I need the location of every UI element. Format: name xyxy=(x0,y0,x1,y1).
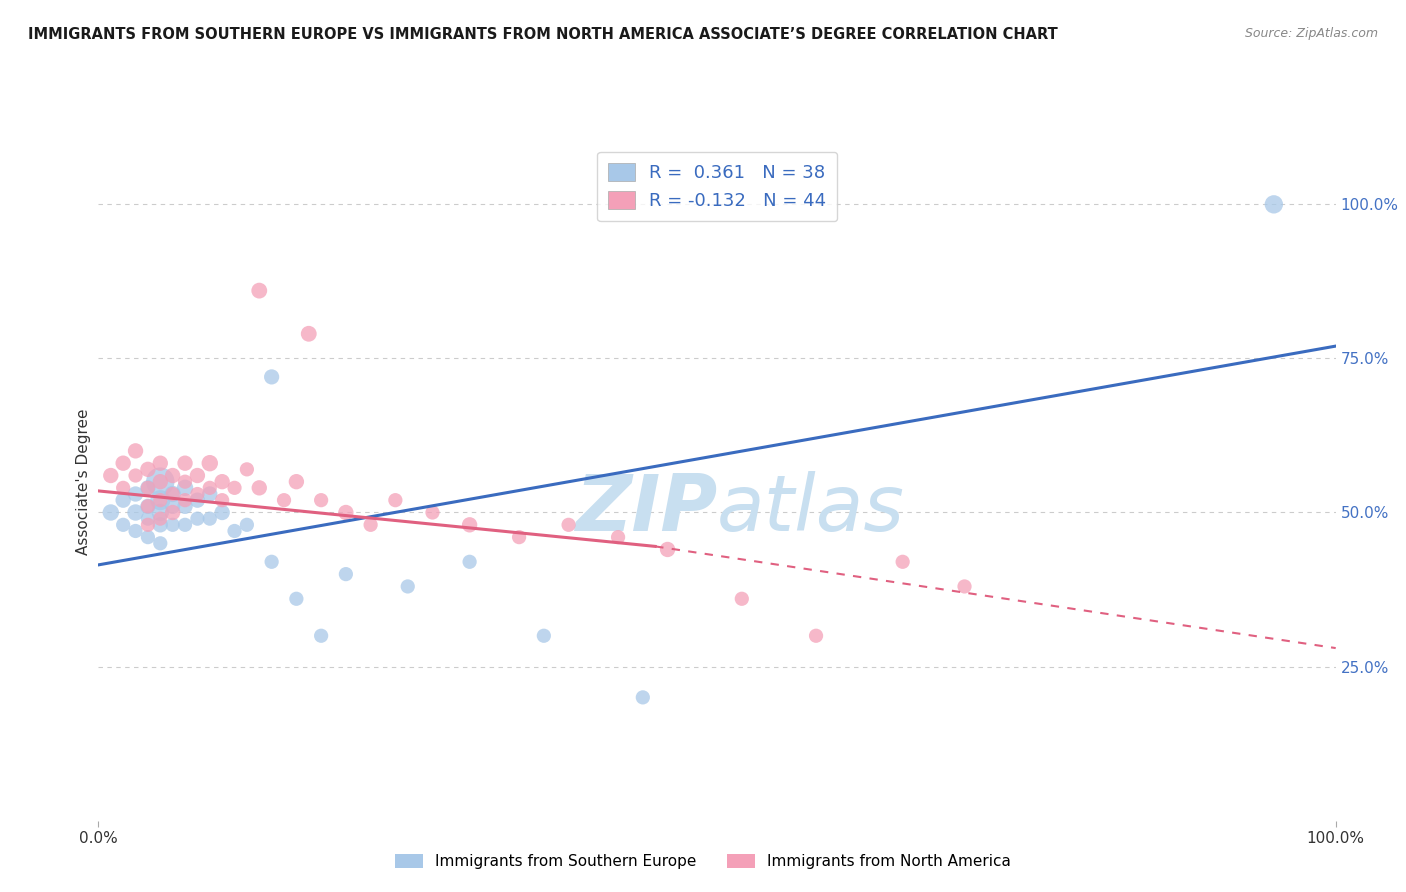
Point xyxy=(285,591,308,606)
Point xyxy=(174,500,197,514)
Point xyxy=(174,481,197,495)
Point xyxy=(198,456,221,470)
Point xyxy=(335,506,357,520)
Point xyxy=(162,506,184,520)
Point xyxy=(211,475,233,489)
Point xyxy=(335,567,357,582)
Point xyxy=(458,555,481,569)
Text: Source: ZipAtlas.com: Source: ZipAtlas.com xyxy=(1244,27,1378,40)
Point xyxy=(247,481,270,495)
Point xyxy=(198,511,221,525)
Point xyxy=(891,555,914,569)
Point xyxy=(731,591,754,606)
Point xyxy=(631,690,654,705)
Point xyxy=(124,468,146,483)
Point xyxy=(211,493,233,508)
Point xyxy=(508,530,530,544)
Point xyxy=(384,493,406,508)
Point xyxy=(360,517,382,532)
Legend: R =  0.361   N = 38, R = -0.132   N = 44: R = 0.361 N = 38, R = -0.132 N = 44 xyxy=(598,152,837,221)
Point xyxy=(136,511,159,525)
Point xyxy=(124,506,146,520)
Point xyxy=(162,500,184,514)
Point xyxy=(149,517,172,532)
Point xyxy=(174,475,197,489)
Point xyxy=(186,487,208,501)
Point xyxy=(149,475,172,489)
Point xyxy=(112,456,135,470)
Point xyxy=(396,579,419,593)
Point xyxy=(149,475,172,489)
Point xyxy=(309,493,332,508)
Point xyxy=(174,517,197,532)
Point xyxy=(174,456,197,470)
Point xyxy=(247,284,270,298)
Point xyxy=(136,517,159,532)
Point xyxy=(1263,197,1285,211)
Text: atlas: atlas xyxy=(717,471,905,547)
Point xyxy=(298,326,321,341)
Point xyxy=(309,629,332,643)
Point xyxy=(136,481,159,495)
Point xyxy=(149,456,172,470)
Point xyxy=(149,493,172,508)
Point xyxy=(224,524,246,538)
Point xyxy=(198,487,221,501)
Point xyxy=(162,517,184,532)
Point xyxy=(224,481,246,495)
Point xyxy=(112,481,135,495)
Point xyxy=(273,493,295,508)
Point xyxy=(136,500,159,514)
Point xyxy=(285,475,308,489)
Point xyxy=(236,517,259,532)
Point xyxy=(458,517,481,532)
Point xyxy=(124,443,146,458)
Point xyxy=(124,524,146,538)
Point xyxy=(953,579,976,593)
Legend: Immigrants from Southern Europe, Immigrants from North America: Immigrants from Southern Europe, Immigra… xyxy=(389,848,1017,875)
Text: ZIP: ZIP xyxy=(575,471,717,547)
Point xyxy=(149,511,172,525)
Text: IMMIGRANTS FROM SOUTHERN EUROPE VS IMMIGRANTS FROM NORTH AMERICA ASSOCIATE’S DEG: IMMIGRANTS FROM SOUTHERN EUROPE VS IMMIG… xyxy=(28,27,1057,42)
Point xyxy=(260,555,283,569)
Point xyxy=(112,493,135,508)
Point xyxy=(422,506,444,520)
Point xyxy=(260,370,283,384)
Point xyxy=(149,506,172,520)
Point xyxy=(162,487,184,501)
Point xyxy=(557,517,579,532)
Point xyxy=(533,629,555,643)
Point xyxy=(162,487,184,501)
Point xyxy=(136,530,159,544)
Point xyxy=(112,517,135,532)
Y-axis label: Associate's Degree: Associate's Degree xyxy=(76,409,91,555)
Point xyxy=(124,487,146,501)
Point xyxy=(100,506,122,520)
Point xyxy=(657,542,679,557)
Point xyxy=(162,468,184,483)
Point xyxy=(186,493,208,508)
Point xyxy=(236,462,259,476)
Point xyxy=(607,530,630,544)
Point xyxy=(136,481,159,495)
Point xyxy=(174,493,197,508)
Point xyxy=(136,462,159,476)
Point xyxy=(211,506,233,520)
Point xyxy=(804,629,827,643)
Point xyxy=(100,468,122,483)
Point xyxy=(149,536,172,550)
Point xyxy=(186,511,208,525)
Point xyxy=(149,493,172,508)
Point xyxy=(186,468,208,483)
Point xyxy=(198,481,221,495)
Point xyxy=(136,500,159,514)
